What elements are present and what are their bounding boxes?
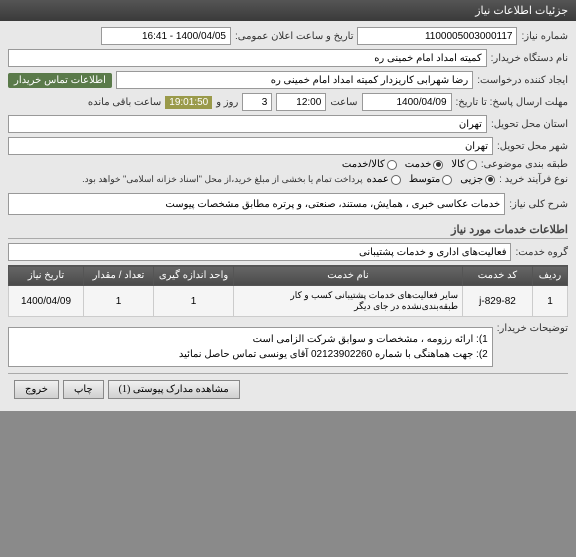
label-remaining: ساعت باقی مانده xyxy=(88,97,161,108)
th-date: تاریخ نیاز xyxy=(9,266,84,286)
th-code: کد خدمت xyxy=(463,266,533,286)
label-day: روز و xyxy=(216,97,238,108)
field-public-date: 1400/04/05 - 16:41 xyxy=(101,27,231,45)
radio-label-goods: کالا xyxy=(451,159,465,170)
section-header-services: اطلاعات خدمات مورد نیاز xyxy=(8,223,568,239)
label-deadline: مهلت ارسال پاسخ: تا تاریخ: xyxy=(456,97,568,108)
notes-line2: 2): جهت هماهنگی با شماره 02123902260 آقا… xyxy=(13,347,488,362)
label-topic-class: طبقه بندی موضوعی: xyxy=(481,159,568,170)
radio-label-both: کالا/خدمت xyxy=(342,159,385,170)
exit-button[interactable]: خروج xyxy=(14,380,59,399)
th-unit: واحد اندازه گیری xyxy=(154,266,234,286)
radio-group-purchase: جزیی متوسط عمده xyxy=(367,174,496,185)
radio-goods[interactable]: کالا xyxy=(451,159,477,170)
th-name: نام خدمت xyxy=(234,266,463,286)
field-buyer-notes: 1): ارائه رزومه ، مشخصات و سوابق شرکت ال… xyxy=(8,327,493,367)
radio-group-topic: کالا خدمت کالا/خدمت xyxy=(342,159,477,170)
cell-qty: 1 xyxy=(84,286,154,317)
field-need-no: 1100005003000117 xyxy=(357,27,517,45)
label-need-no: شماره نیاز: xyxy=(521,31,568,42)
radio-label-minor: جزیی xyxy=(460,174,483,185)
field-desc: خدمات عکاسی خبری ، همایش، مستند، صنعتی، … xyxy=(8,193,505,215)
radio-major[interactable]: عمده xyxy=(367,174,401,185)
radio-both[interactable]: کالا/خدمت xyxy=(342,159,397,170)
label-province: استان محل تحویل: xyxy=(491,119,568,130)
radio-dot-icon xyxy=(433,160,443,170)
window: جزئیات اطلاعات نیاز شماره نیاز: 11000050… xyxy=(0,0,576,411)
field-buyer-org: کمیته امداد امام خمینی ره xyxy=(8,49,487,67)
badge-buyer-contact[interactable]: اطلاعات تماس خریدار xyxy=(8,73,112,88)
field-days-remain: 3 xyxy=(242,93,272,111)
field-service-group: فعالیت‌های اداری و خدمات پشتیبانی xyxy=(8,243,511,261)
print-button[interactable]: چاپ xyxy=(63,380,104,399)
cell-date: 1400/04/09 xyxy=(9,286,84,317)
radio-dot-icon xyxy=(467,160,477,170)
table-row: 1 829-82-j سایر فعالیت‌های خدمات پشتیبان… xyxy=(9,286,568,317)
radio-service[interactable]: خدمت xyxy=(405,159,444,170)
content-area: شماره نیاز: 1100005003000117 تاریخ و ساع… xyxy=(0,21,576,411)
badge-time-remain: 19:01:50 xyxy=(165,96,212,109)
label-creator: ایجاد کننده درخواست: xyxy=(477,75,568,86)
label-buyer-org: نام دستگاه خریدار: xyxy=(491,53,568,64)
footer: مشاهده مدارک پیوستی (1) چاپ خروج xyxy=(8,373,568,405)
label-desc: شرح کلی نیاز: xyxy=(509,199,568,210)
radio-dot-icon xyxy=(442,175,452,185)
cell-code: 829-82-j xyxy=(463,286,533,317)
radio-dot-icon xyxy=(391,175,401,185)
th-row: ردیف xyxy=(533,266,568,286)
label-public-date: تاریخ و ساعت اعلان عمومی: xyxy=(235,31,354,42)
label-buyer-notes: توضیحات خریدار: xyxy=(497,323,568,334)
field-deadline-date: 1400/04/09 xyxy=(362,93,452,111)
th-qty: تعداد / مقدار xyxy=(84,266,154,286)
services-table: ردیف کد خدمت نام خدمت واحد اندازه گیری ت… xyxy=(8,265,568,317)
radio-label-major: عمده xyxy=(367,174,389,185)
attachments-button[interactable]: مشاهده مدارک پیوستی (1) xyxy=(108,380,240,399)
label-city: شهر محل تحویل: xyxy=(497,141,568,152)
radio-label-medium: متوسط xyxy=(409,174,440,185)
radio-minor[interactable]: جزیی xyxy=(460,174,495,185)
field-deadline-time: 12:00 xyxy=(276,93,326,111)
label-purchase-type: نوع فرآیند خرید : xyxy=(499,174,568,185)
table-header-row: ردیف کد خدمت نام خدمت واحد اندازه گیری ت… xyxy=(9,266,568,286)
cell-name: سایر فعالیت‌های خدمات پشتیبانی کسب و کار… xyxy=(234,286,463,317)
radio-label-service: خدمت xyxy=(405,159,432,170)
titlebar: جزئیات اطلاعات نیاز xyxy=(0,0,576,21)
label-time: ساعت xyxy=(330,97,357,108)
field-province: تهران xyxy=(8,115,487,133)
radio-dot-icon xyxy=(387,160,397,170)
cell-row: 1 xyxy=(533,286,568,317)
field-creator: رضا شهرابی کاریزدار کمیته امداد امام خمی… xyxy=(116,71,473,89)
field-city: تهران xyxy=(8,137,493,155)
label-service-group: گروه خدمت: xyxy=(515,247,568,258)
radio-dot-icon xyxy=(485,175,495,185)
cell-unit: 1 xyxy=(154,286,234,317)
label-purchase-note: پرداخت تمام یا بخشی از مبلغ خرید،از محل … xyxy=(82,174,362,185)
radio-medium[interactable]: متوسط xyxy=(409,174,452,185)
notes-line1: 1): ارائه رزومه ، مشخصات و سوابق شرکت ال… xyxy=(13,332,488,347)
